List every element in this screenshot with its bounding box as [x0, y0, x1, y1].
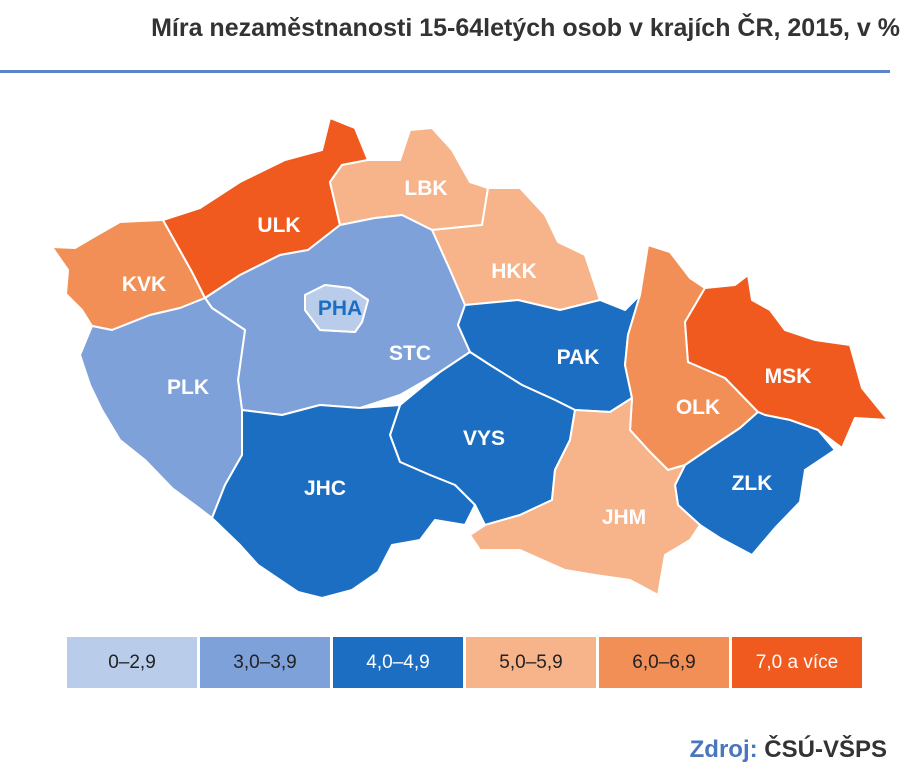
region-jhm[interactable] [469, 397, 701, 596]
legend-item-3: 5,0–5,9 [466, 637, 596, 688]
region-jhc[interactable] [211, 404, 476, 599]
region-msk[interactable] [684, 274, 889, 449]
legend-item-5: 7,0 a více [732, 637, 862, 688]
label-zlk: ZLK [732, 472, 773, 495]
label-jhc: JHC [304, 477, 346, 500]
label-stc: STC [389, 342, 431, 365]
label-kvk: KVK [122, 273, 166, 296]
legend-item-2: 4,0–4,9 [333, 637, 463, 688]
label-lbk: LBK [404, 177, 447, 200]
legend-label: 4,0–4,9 [366, 651, 430, 673]
source-note: Zdroj: ČSÚ-VŠPS [690, 736, 887, 764]
legend-label: 5,0–5,9 [499, 651, 563, 673]
region-pha[interactable] [304, 284, 369, 333]
label-jhm: JHM [602, 506, 646, 529]
legend-label: 3,0–3,9 [233, 651, 297, 673]
region-plk[interactable] [79, 297, 246, 519]
legend-item-0: 0–2,9 [67, 637, 197, 688]
title-divider [0, 70, 890, 73]
legend: 0–2,9 3,0–3,9 4,0–4,9 5,0–5,9 6,0–6,9 7,… [67, 637, 862, 688]
legend-label: 0–2,9 [108, 651, 156, 673]
label-plk: PLK [167, 376, 209, 399]
map-title: Míra nezaměstnanosti 15-64letých osob v … [151, 14, 900, 42]
label-ulk: ULK [257, 214, 300, 237]
legend-label: 6,0–6,9 [632, 651, 696, 673]
label-pha: PHA [318, 297, 362, 320]
label-olk: OLK [676, 396, 720, 419]
label-pak: PAK [557, 346, 600, 369]
legend-label: 7,0 a více [755, 651, 839, 673]
source-value: ČSÚ-VŠPS [764, 736, 887, 763]
legend-item-4: 6,0–6,9 [599, 637, 729, 688]
label-msk: MSK [765, 365, 812, 388]
legend-item-1: 3,0–3,9 [200, 637, 330, 688]
label-hkk: HKK [491, 260, 537, 283]
source-key: Zdroj: [689, 736, 758, 763]
label-vys: VYS [463, 427, 505, 450]
